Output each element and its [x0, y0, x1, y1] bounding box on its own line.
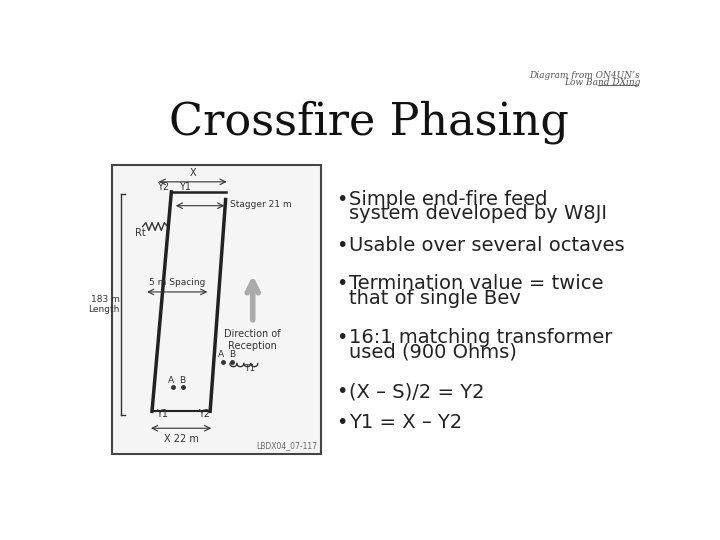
Text: Simple end-fire feed: Simple end-fire feed	[349, 190, 547, 208]
Text: T1: T1	[244, 364, 256, 373]
Text: Usable over several octaves: Usable over several octaves	[349, 236, 624, 255]
Text: Direction of
Reception: Direction of Reception	[225, 329, 281, 350]
Text: A: A	[218, 350, 224, 360]
Text: Diagram from ON4UN’s: Diagram from ON4UN’s	[530, 71, 640, 80]
Text: Y1 = X – Y2: Y1 = X – Y2	[349, 413, 462, 432]
Text: B: B	[179, 376, 185, 385]
Text: system developed by W8JI: system developed by W8JI	[349, 204, 607, 223]
Text: Rt: Rt	[135, 228, 145, 238]
Text: •: •	[336, 382, 348, 401]
Text: •: •	[336, 413, 348, 432]
Text: that of single Bev: that of single Bev	[349, 289, 521, 308]
Text: 5 m Spacing: 5 m Spacing	[149, 278, 205, 287]
Text: Low Band DXing: Low Band DXing	[564, 78, 640, 87]
Text: •: •	[336, 274, 348, 293]
Bar	[112, 165, 321, 454]
Text: Termination value = twice: Termination value = twice	[349, 274, 603, 293]
Text: LBDX04_07-117: LBDX04_07-117	[256, 441, 317, 450]
Text: 183 m
Length: 183 m Length	[88, 295, 120, 314]
Text: •: •	[336, 328, 348, 347]
Text: X: X	[189, 168, 196, 178]
Text: (X – S)/2 = Y2: (X – S)/2 = Y2	[349, 382, 485, 401]
Text: Y1: Y1	[179, 181, 191, 192]
Text: Y1: Y1	[156, 409, 168, 419]
Text: B: B	[230, 350, 235, 360]
Text: •: •	[336, 236, 348, 255]
Text: Stagger 21 m: Stagger 21 m	[230, 200, 292, 210]
Text: •: •	[336, 190, 348, 208]
Text: Y2: Y2	[199, 409, 211, 419]
Text: used (900 Ohms): used (900 Ohms)	[349, 343, 517, 362]
Text: 16:1 matching transformer: 16:1 matching transformer	[349, 328, 612, 347]
Text: Crossfire Phasing: Crossfire Phasing	[169, 101, 569, 144]
Text: X 22 m: X 22 m	[163, 434, 199, 444]
Text: A: A	[168, 376, 174, 385]
Text: Y2: Y2	[158, 181, 169, 192]
